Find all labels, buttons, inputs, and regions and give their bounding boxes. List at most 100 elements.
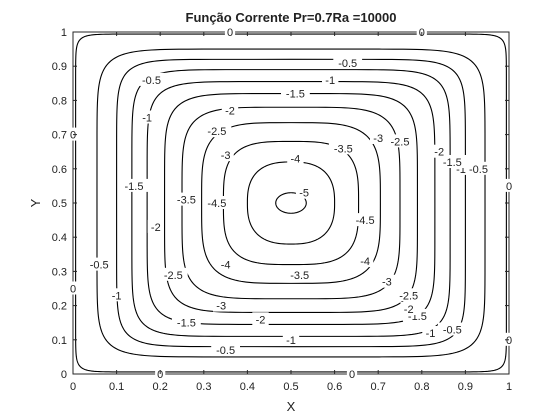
x-tick-label: 1 (506, 381, 512, 393)
chart-title: Função Corrente Pr=0.7Ra =10000 (186, 10, 397, 25)
contour-label: -1.5 (125, 181, 144, 193)
contour-label: -3 (373, 133, 383, 145)
contour-label: -1 (325, 75, 335, 87)
y-tick-label: 1 (61, 27, 67, 39)
contour-label: -1.5 (286, 89, 305, 101)
contour-label: 0 (506, 181, 512, 193)
contour-label-bg (437, 322, 467, 336)
contour-label: -4 (291, 154, 301, 166)
x-axis-ticks: 0 0.1 0.2 0.3 0.4 0.5 0.6 0.7 0.8 0.9 1 (70, 32, 512, 393)
contour-label-bg (370, 131, 387, 144)
contour-label: -2 (256, 314, 266, 326)
contour-line-neg1 (116, 58, 466, 348)
x-tick-label: 0.6 (327, 381, 342, 393)
contour-label: -0.5 (338, 58, 357, 70)
contour-label-bg (281, 86, 310, 100)
contour-label-bg (221, 103, 239, 117)
contour-label-bg (137, 72, 166, 86)
y-tick-label: 0.6 (52, 164, 67, 176)
contour-label-bg (378, 274, 396, 288)
contour-label-bg (172, 315, 201, 329)
y-tick-label: 0.8 (52, 95, 67, 107)
contour-label-bg (464, 161, 493, 175)
x-tick-label: 0.2 (153, 381, 168, 393)
contour-label: 0 (349, 369, 355, 381)
y-tick-label: 0.4 (52, 232, 67, 244)
contour-label-bg (400, 302, 417, 315)
contour-line-0 (75, 33, 507, 373)
contour-label: -2.5 (391, 136, 410, 148)
contour-label: -1 (426, 328, 436, 340)
y-tick-label: 0.2 (52, 301, 67, 313)
contour-label: -0.5 (216, 345, 235, 357)
contour-line-neg2p5 (164, 93, 418, 313)
contour-label: -1 (286, 335, 296, 347)
contour-label-bg (346, 367, 358, 380)
contour-label: -3.5 (334, 143, 353, 155)
contour-label: -4 (221, 260, 231, 272)
contour-label: -3.5 (290, 270, 309, 282)
contour-label: -1.5 (177, 318, 196, 330)
y-tick-label: 0.9 (52, 61, 67, 73)
x-tick-label: 0.7 (371, 381, 386, 393)
contour-label: -2 (225, 106, 235, 118)
contour-label-bg (431, 144, 448, 158)
contour-label: 0 (157, 369, 163, 381)
contour-label-bg (108, 288, 125, 302)
x-tick-label: 0.3 (196, 381, 211, 393)
contour-label-bg (422, 326, 439, 339)
contour-label: -1 (142, 113, 152, 125)
contour-label: -1.5 (443, 157, 462, 169)
contour-label-bg (158, 267, 188, 281)
contour-label: -4.5 (356, 215, 375, 227)
contour-label: -3 (216, 301, 226, 313)
contour-label-bg (437, 155, 467, 168)
contour-label: -3.5 (177, 195, 196, 207)
contour-label: -3 (221, 150, 231, 162)
contour-label-bg (202, 196, 232, 209)
y-tick-label: 0.7 (52, 130, 67, 142)
contour-label: 0 (70, 284, 76, 296)
contour-label: -0.5 (142, 75, 161, 87)
y-axis-ticks: 0 0.1 0.2 0.3 0.4 0.5 0.6 0.7 0.8 0.9 1 (52, 27, 509, 381)
contour-line-neg3p5 (201, 122, 381, 284)
contour-label-bg (224, 25, 236, 38)
contour-label-bg (350, 213, 380, 227)
x-tick-label: 0.4 (240, 381, 255, 393)
y-axis-label: Y (28, 198, 43, 207)
contour-label-bg (287, 151, 304, 165)
contour-label: -0.5 (90, 260, 109, 272)
contour-label-bg (119, 178, 149, 192)
x-tick-label: 0.9 (458, 381, 473, 393)
contour-label: -1 (112, 290, 122, 302)
contour-label: 0 (506, 335, 512, 347)
contour-label-bg (322, 72, 339, 86)
x-tick-label: 0 (70, 381, 76, 393)
contour-label: -2.5 (207, 126, 226, 138)
contour-label: 0 (227, 27, 233, 39)
contour-label: -4 (360, 256, 370, 268)
contour-label-bg (138, 110, 156, 124)
contour-label-bg (213, 298, 230, 312)
contour-label: -5 (299, 188, 309, 200)
contour-label-bg (211, 343, 240, 357)
contour-label-bg (252, 312, 269, 326)
contour-label: -4.5 (207, 198, 226, 210)
contour-label-bg (328, 141, 358, 155)
contour-label-bg (285, 267, 315, 281)
contour-label: -2 (404, 304, 414, 316)
contour-label-bg (84, 257, 114, 271)
contour-label-bg (333, 55, 363, 69)
contour-label-bg (356, 254, 374, 268)
contour-label: -2.5 (164, 270, 183, 282)
x-axis-label: X (287, 399, 296, 414)
contour-label-bg (503, 178, 515, 192)
contour-label-bg (217, 257, 234, 271)
y-tick-label: 0.5 (52, 198, 67, 210)
contour-label-bg (416, 25, 427, 38)
contour-label: -2 (434, 147, 444, 159)
contour-line-neg4p5 (246, 161, 336, 245)
x-tick-label: 0.5 (283, 381, 298, 393)
contour-label: -3 (382, 277, 392, 289)
